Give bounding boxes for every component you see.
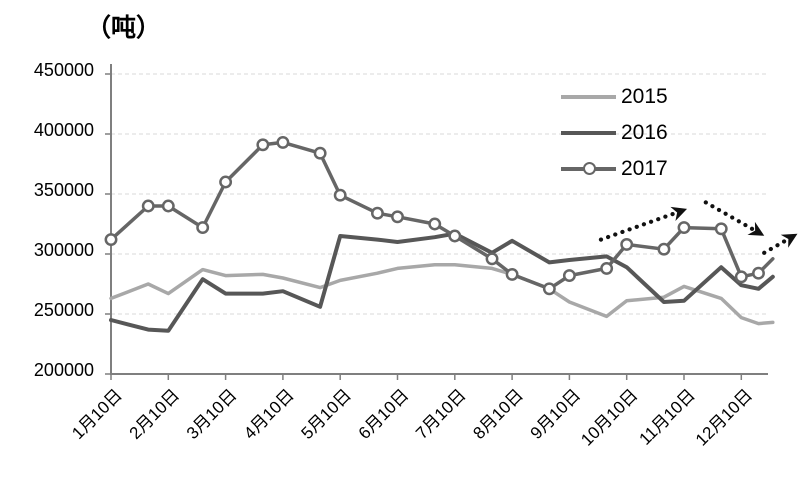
legend-item-2015: 2015	[561, 85, 668, 108]
x-tick-label: 7月10日	[412, 385, 470, 443]
x-tick-label: 2月10日	[126, 385, 184, 443]
y-axis-unit-label: （吨）	[86, 14, 162, 42]
y-tick-label: 200000	[34, 360, 94, 380]
series-2017-marker	[196, 221, 210, 235]
x-tick-label: 1月10日	[68, 385, 126, 443]
series-2017-marker	[448, 229, 462, 243]
series-2015-line	[109, 263, 775, 326]
x-tick-label: 3月10日	[183, 385, 241, 443]
x-tick-label: 12月10日	[692, 385, 756, 449]
y-tick-label: 450000	[34, 60, 94, 80]
legend-label: 2015	[621, 85, 668, 108]
series-2017-marker	[428, 217, 442, 231]
series-2017-marker	[657, 242, 671, 256]
x-tick-label: 11月10日	[635, 385, 698, 448]
trend-arrow-3	[762, 232, 798, 255]
x-tick-label: 10月10日	[577, 385, 641, 449]
legend-item-2017: 2017	[561, 157, 668, 180]
series-2017-marker	[505, 267, 519, 281]
x-tick-label: 4月10日	[240, 385, 298, 443]
series-2017-marker	[734, 270, 748, 284]
series-2017-marker	[714, 222, 728, 236]
series-2017-marker	[620, 237, 634, 251]
legend-label: 2017	[621, 157, 668, 180]
series-2017-marker	[677, 221, 691, 235]
series-2017-marker	[256, 138, 270, 152]
legend: 2015 2016 2017	[561, 85, 668, 193]
series-2017-marker	[562, 269, 576, 283]
series-2017-marker	[752, 266, 765, 280]
trend-arrow-1	[598, 206, 688, 242]
series-2017-marker	[333, 188, 347, 202]
y-tick-label: 300000	[34, 240, 94, 260]
series-2017-marker	[391, 210, 404, 224]
trend-arrow-2	[703, 200, 765, 237]
y-tick-label: 250000	[34, 300, 94, 320]
series-2017-marker	[313, 146, 327, 160]
legend-marker-dot	[583, 161, 596, 175]
legend-item-2016: 2016	[561, 121, 668, 144]
series-2017-marker	[600, 261, 614, 275]
series-2016-line	[109, 231, 775, 333]
series-2017-marker	[542, 282, 556, 296]
series-2017-marker	[219, 175, 233, 189]
legend-line-swatch-2017	[561, 161, 616, 175]
series-2017-marker	[104, 233, 118, 247]
legend-label: 2016	[621, 121, 668, 144]
series-2017-marker	[141, 199, 155, 213]
series-2017-marker	[276, 135, 290, 149]
series-2017-marker	[485, 252, 499, 266]
legend-line-swatch-2016	[561, 130, 616, 135]
x-tick-label: 6月10日	[355, 385, 413, 443]
series-2017-marker	[370, 206, 384, 220]
legend-line-swatch-2015	[561, 94, 616, 99]
y-tick-label: 400000	[34, 120, 94, 140]
series-2017-marker	[161, 199, 175, 213]
x-tick-label: 5月10日	[297, 385, 355, 443]
x-tick-label: 8月10日	[469, 385, 527, 443]
x-tick-label: 9月10日	[527, 385, 585, 443]
y-tick-label: 350000	[34, 180, 94, 200]
